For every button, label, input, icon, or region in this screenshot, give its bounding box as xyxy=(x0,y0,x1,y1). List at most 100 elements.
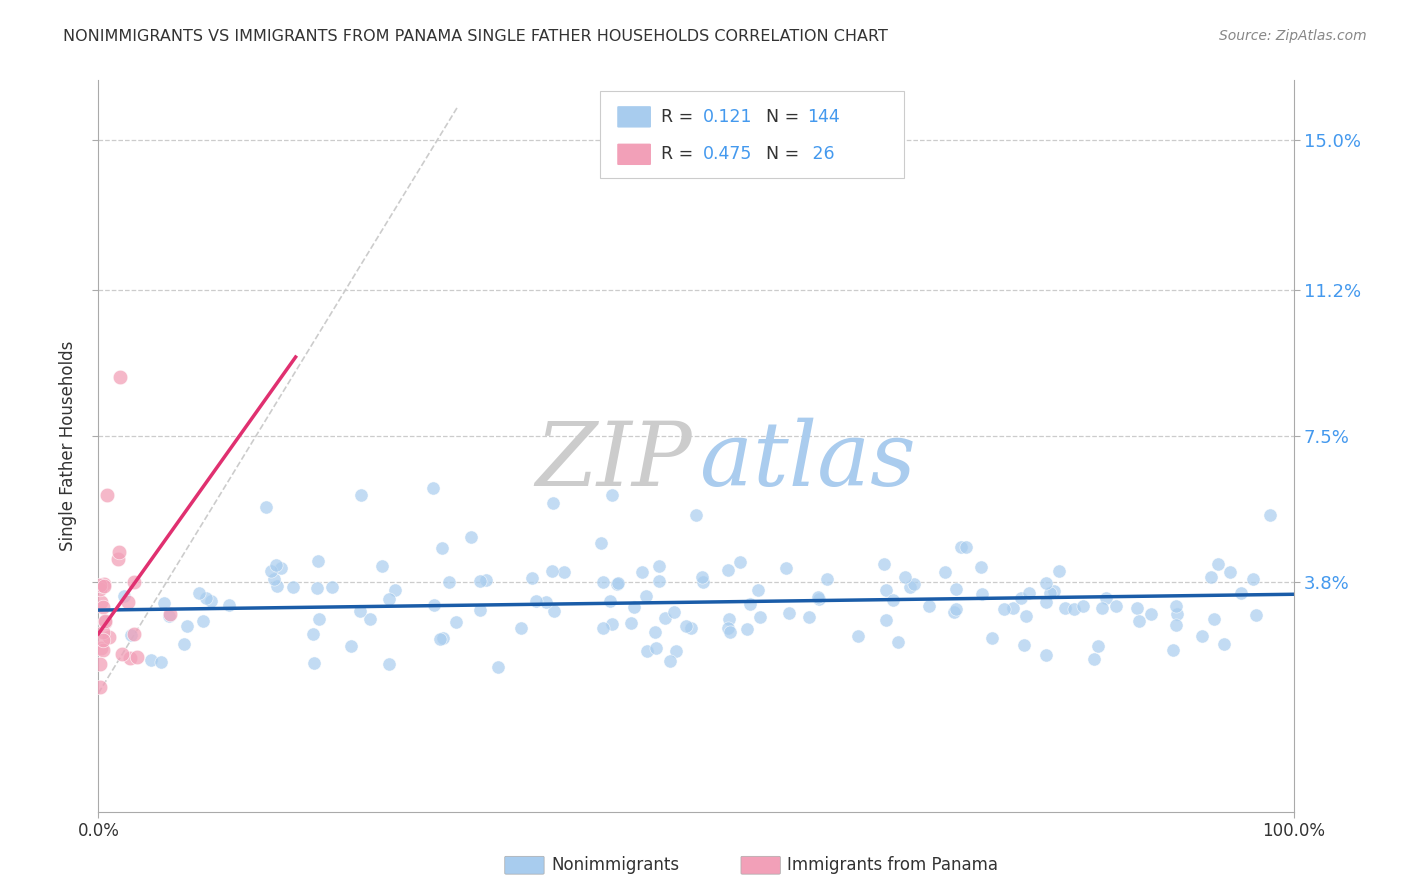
Point xyxy=(717,621,740,635)
Point xyxy=(1035,594,1057,608)
Point xyxy=(432,541,454,555)
Point xyxy=(918,599,941,614)
Point xyxy=(553,565,575,579)
Point xyxy=(173,637,195,651)
Point xyxy=(718,612,741,626)
Point xyxy=(1039,585,1062,599)
Point xyxy=(150,655,173,669)
Point xyxy=(972,586,994,600)
Point xyxy=(429,632,451,647)
Text: 144: 144 xyxy=(807,108,839,126)
Text: atlas: atlas xyxy=(700,417,915,504)
Point xyxy=(89,680,111,694)
Point xyxy=(124,575,146,590)
Point xyxy=(536,595,558,609)
Point xyxy=(636,589,658,603)
Point xyxy=(690,570,713,584)
Point xyxy=(1140,607,1163,621)
Point xyxy=(606,576,628,591)
Point xyxy=(520,571,543,585)
Point xyxy=(1014,638,1036,652)
Point xyxy=(1258,508,1281,523)
Point xyxy=(266,579,288,593)
Point xyxy=(1105,599,1128,614)
Text: N =: N = xyxy=(766,108,806,126)
Point xyxy=(681,621,703,635)
Point xyxy=(807,590,830,604)
Point xyxy=(875,613,897,627)
Point xyxy=(108,369,131,384)
Point xyxy=(524,594,547,608)
Point xyxy=(475,573,498,587)
Text: ZIP: ZIP xyxy=(536,417,692,504)
Point xyxy=(91,624,114,639)
Point xyxy=(98,630,121,644)
Point xyxy=(541,496,564,510)
Point xyxy=(993,602,1015,616)
Point xyxy=(107,545,129,559)
Point xyxy=(645,640,668,655)
Text: 26: 26 xyxy=(807,145,835,163)
Point xyxy=(882,593,904,607)
Point xyxy=(350,488,373,502)
Point xyxy=(1204,611,1226,625)
Point xyxy=(665,644,688,658)
Point xyxy=(470,603,492,617)
Point xyxy=(1043,583,1066,598)
Point xyxy=(378,657,401,671)
Point xyxy=(717,563,740,577)
Point xyxy=(107,552,129,566)
Point xyxy=(887,634,910,648)
Point xyxy=(371,558,394,573)
Point xyxy=(718,624,741,639)
Point xyxy=(359,612,381,626)
Point xyxy=(662,605,685,619)
Point xyxy=(96,488,118,502)
Point xyxy=(1083,652,1105,666)
Point xyxy=(117,595,139,609)
Point xyxy=(270,561,292,575)
Point xyxy=(1241,572,1264,586)
Y-axis label: Single Father Households: Single Father Households xyxy=(59,341,77,551)
Point xyxy=(1035,576,1057,591)
Point xyxy=(778,606,800,620)
Point xyxy=(254,500,277,515)
Point xyxy=(94,615,117,629)
Point xyxy=(89,657,111,672)
Point xyxy=(1128,614,1150,628)
Point xyxy=(460,530,482,544)
Point xyxy=(378,592,401,607)
Point xyxy=(735,622,758,636)
Point xyxy=(675,619,697,633)
Point xyxy=(1126,600,1149,615)
Point xyxy=(200,594,222,608)
Point xyxy=(120,628,142,642)
Point xyxy=(1015,608,1038,623)
Point xyxy=(120,650,142,665)
Point xyxy=(432,631,454,645)
Text: 0.475: 0.475 xyxy=(703,145,752,163)
Point xyxy=(619,615,641,630)
Point xyxy=(384,582,406,597)
Point xyxy=(1212,637,1234,651)
Point xyxy=(486,660,509,674)
Point xyxy=(89,578,111,592)
Point xyxy=(1230,585,1253,599)
Point xyxy=(91,633,114,648)
Point xyxy=(807,592,830,607)
Point xyxy=(307,582,329,596)
Point xyxy=(349,604,371,618)
Point xyxy=(1053,601,1076,615)
Point xyxy=(1035,648,1057,663)
Point xyxy=(1161,642,1184,657)
Point xyxy=(600,617,623,632)
Point xyxy=(1071,599,1094,614)
Point xyxy=(93,577,115,591)
Text: R =: R = xyxy=(661,108,699,126)
Point xyxy=(1191,629,1213,643)
Point xyxy=(540,564,562,578)
Point xyxy=(738,597,761,611)
Point xyxy=(111,647,134,661)
Text: R =: R = xyxy=(661,145,699,163)
Point xyxy=(307,554,329,568)
